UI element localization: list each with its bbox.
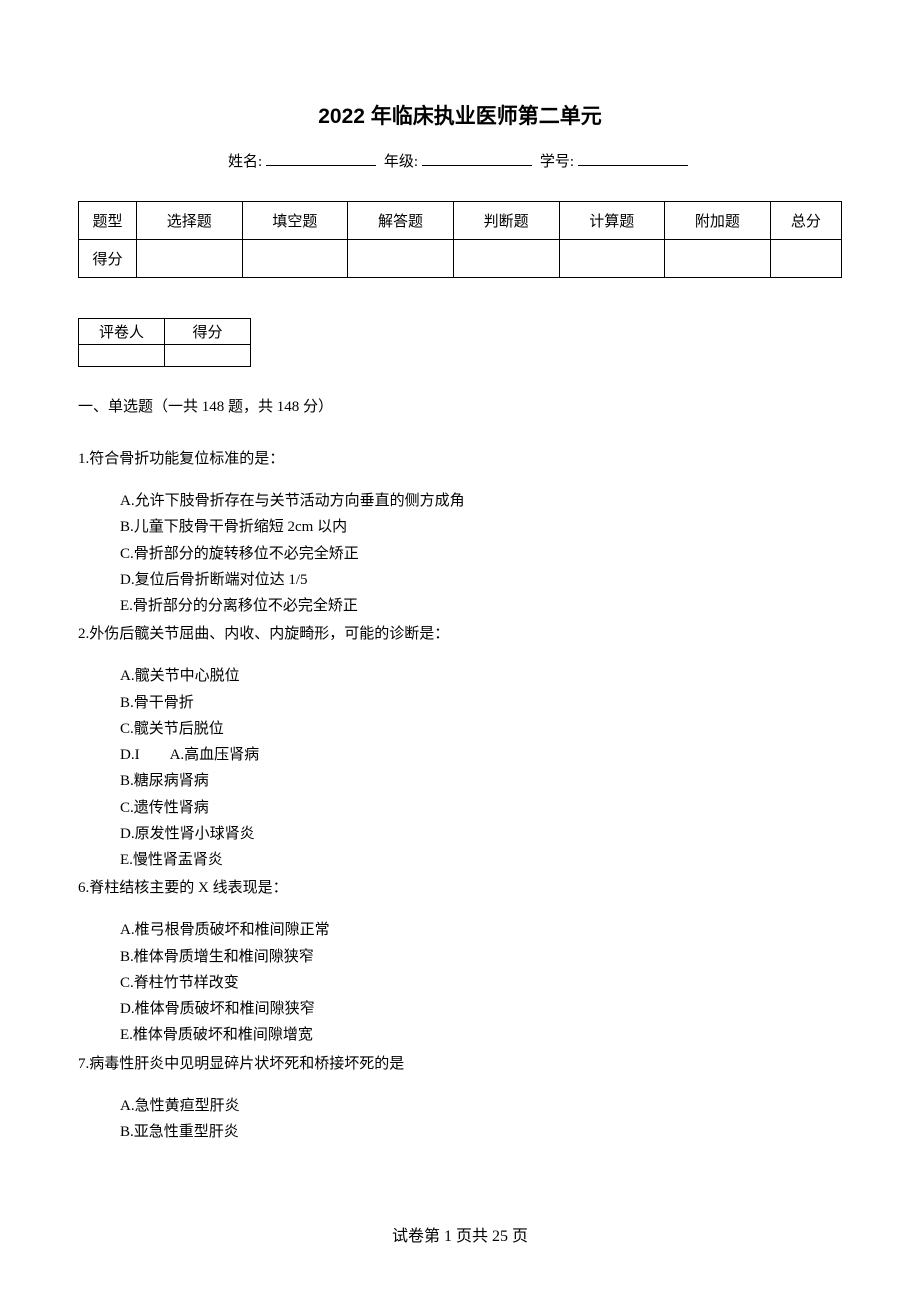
option: E.慢性肾盂肾炎 [120, 847, 842, 873]
grader-header: 评卷人 [79, 319, 165, 345]
score-table: 题型 选择题 填空题 解答题 判断题 计算题 附加题 总分 得分 [78, 201, 842, 278]
score-cell[interactable] [348, 240, 454, 278]
option: C.髋关节后脱位 [120, 716, 842, 742]
option: D.椎体骨质破坏和椎间隙狭窄 [120, 996, 842, 1022]
question-7-options: A.急性黄疸型肝炎 B.亚急性重型肝炎 [78, 1093, 842, 1146]
option: B.亚急性重型肝炎 [120, 1119, 842, 1145]
col-choice: 选择题 [137, 202, 243, 240]
page-footer: 试卷第 1 页共 25 页 [0, 1222, 920, 1246]
student-info-line: 姓名: 年级: 学号: [78, 150, 842, 171]
option: D.原发性肾小球肾炎 [120, 821, 842, 847]
option: D.I A.高血压肾病 [120, 742, 842, 768]
option: C.脊柱竹节样改变 [120, 970, 842, 996]
option: B.骨干骨折 [120, 690, 842, 716]
option: B.椎体骨质增生和椎间隙狭窄 [120, 944, 842, 970]
score-cell[interactable] [137, 240, 243, 278]
option: E.椎体骨质破坏和椎间隙增宽 [120, 1022, 842, 1048]
question-1-options: A.允许下肢骨折存在与关节活动方向垂直的侧方成角 B.儿童下肢骨干骨折缩短 2c… [78, 488, 842, 619]
grader-cell[interactable] [79, 345, 165, 367]
table-row [79, 345, 251, 367]
question-7-stem: 7.病毒性肝炎中见明显碎片状坏死和桥接坏死的是 [78, 1049, 842, 1079]
question-2-options: A.髋关节中心脱位 B.骨干骨折 C.髋关节后脱位 D.I A.高血压肾病 B.… [78, 663, 842, 873]
score-header: 得分 [79, 240, 137, 278]
option: A.允许下肢骨折存在与关节活动方向垂直的侧方成角 [120, 488, 842, 514]
option: D.复位后骨折断端对位达 1/5 [120, 567, 842, 593]
question-6-options: A.椎弓根骨质破坏和椎间隙正常 B.椎体骨质增生和椎间隙狭窄 C.脊柱竹节样改变… [78, 917, 842, 1048]
option: A.椎弓根骨质破坏和椎间隙正常 [120, 917, 842, 943]
score-cell[interactable] [242, 240, 348, 278]
col-judge: 判断题 [453, 202, 559, 240]
col-fill: 填空题 [242, 202, 348, 240]
grader-score-header: 得分 [165, 319, 251, 345]
type-header: 题型 [79, 202, 137, 240]
question-1-stem: 1.符合骨折功能复位标准的是： [78, 444, 842, 474]
grader-table: 评卷人 得分 [78, 318, 251, 367]
score-cell[interactable] [770, 240, 841, 278]
score-cell[interactable] [559, 240, 665, 278]
score-cell[interactable] [665, 240, 771, 278]
option: C.遗传性肾病 [120, 795, 842, 821]
score-cell[interactable] [453, 240, 559, 278]
name-blank[interactable] [266, 151, 376, 166]
section-heading: 一、单选题（一共 148 题，共 148 分） [78, 395, 842, 416]
id-label: 学号: [540, 154, 574, 170]
col-calc: 计算题 [559, 202, 665, 240]
grade-label: 年级: [384, 154, 418, 170]
col-total: 总分 [770, 202, 841, 240]
option: E.骨折部分的分离移位不必完全矫正 [120, 593, 842, 619]
option: A.急性黄疸型肝炎 [120, 1093, 842, 1119]
option: C.骨折部分的旋转移位不必完全矫正 [120, 541, 842, 567]
table-row: 得分 [79, 240, 842, 278]
question-2-stem: 2.外伤后髋关节屈曲、内收、内旋畸形，可能的诊断是： [78, 619, 842, 649]
id-blank[interactable] [578, 151, 688, 166]
col-answer: 解答题 [348, 202, 454, 240]
table-row: 题型 选择题 填空题 解答题 判断题 计算题 附加题 总分 [79, 202, 842, 240]
table-row: 评卷人 得分 [79, 319, 251, 345]
option: A.髋关节中心脱位 [120, 663, 842, 689]
exam-title: 2022 年临床执业医师第二单元 [78, 100, 842, 130]
col-extra: 附加题 [665, 202, 771, 240]
grade-blank[interactable] [422, 151, 532, 166]
name-label: 姓名: [228, 154, 262, 170]
option: B.儿童下肢骨干骨折缩短 2cm 以内 [120, 514, 842, 540]
question-6-stem: 6.脊柱结核主要的 X 线表现是： [78, 873, 842, 903]
option: B.糖尿病肾病 [120, 768, 842, 794]
grader-score-cell[interactable] [165, 345, 251, 367]
